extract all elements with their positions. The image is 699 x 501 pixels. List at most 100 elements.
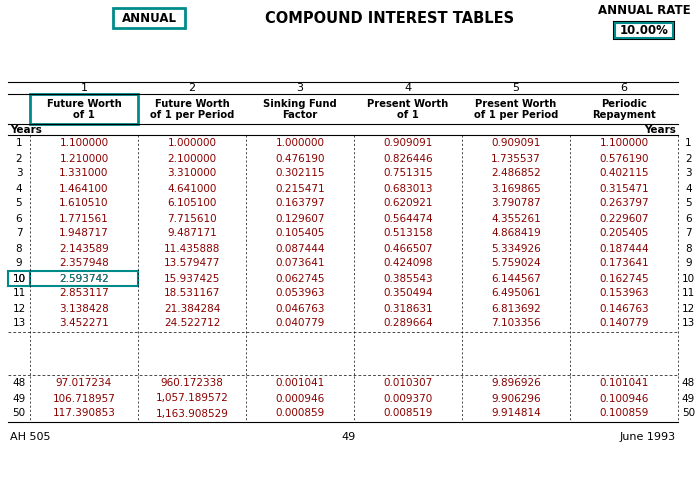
Text: 0.046763: 0.046763 — [275, 304, 325, 314]
Text: 3.790787: 3.790787 — [491, 198, 541, 208]
Text: 5.759024: 5.759024 — [491, 259, 541, 269]
Text: 0.100859: 0.100859 — [599, 408, 649, 418]
Text: 4.355261: 4.355261 — [491, 213, 541, 223]
Text: 11.435888: 11.435888 — [164, 243, 220, 254]
Text: 2.143589: 2.143589 — [59, 243, 109, 254]
Text: 18.531167: 18.531167 — [164, 289, 220, 299]
Text: Years: Years — [644, 125, 676, 135]
Text: Repayment: Repayment — [592, 110, 656, 120]
Text: 0.100946: 0.100946 — [599, 393, 649, 403]
Text: ANNUAL RATE: ANNUAL RATE — [598, 4, 691, 17]
Text: 0.073641: 0.073641 — [275, 259, 325, 269]
Text: 0.466507: 0.466507 — [383, 243, 433, 254]
Text: Future Worth: Future Worth — [47, 99, 122, 109]
Text: AH 505: AH 505 — [10, 432, 50, 442]
Text: Present Worth: Present Worth — [475, 99, 556, 109]
Text: 1: 1 — [80, 83, 87, 93]
Text: 10: 10 — [13, 274, 26, 284]
Text: 2.853117: 2.853117 — [59, 289, 109, 299]
Text: Future Worth: Future Worth — [154, 99, 229, 109]
Text: 24.522712: 24.522712 — [164, 319, 220, 329]
Text: 9.487171: 9.487171 — [167, 228, 217, 238]
Text: 10.00%: 10.00% — [619, 24, 668, 37]
Text: 6: 6 — [685, 213, 692, 223]
Text: ANNUAL: ANNUAL — [122, 12, 177, 25]
Text: 0.129607: 0.129607 — [275, 213, 325, 223]
Text: 49: 49 — [682, 393, 695, 403]
Text: 0.315471: 0.315471 — [599, 183, 649, 193]
Bar — [8, 271, 30, 286]
Text: 12: 12 — [682, 304, 695, 314]
Bar — [614, 22, 674, 39]
Text: 50: 50 — [13, 408, 26, 418]
Text: 117.390853: 117.390853 — [52, 408, 115, 418]
Text: 2.486852: 2.486852 — [491, 168, 541, 178]
Text: 1: 1 — [15, 138, 22, 148]
Text: Periodic: Periodic — [601, 99, 647, 109]
Text: 2.100000: 2.100000 — [168, 153, 217, 163]
Text: 9: 9 — [685, 259, 692, 269]
Text: 0.140779: 0.140779 — [599, 319, 649, 329]
Text: of 1 per Period: of 1 per Period — [474, 110, 559, 120]
Text: 0.751315: 0.751315 — [383, 168, 433, 178]
Text: 8: 8 — [685, 243, 692, 254]
Text: 6: 6 — [15, 213, 22, 223]
Text: 1.100000: 1.100000 — [600, 138, 649, 148]
Text: 0.053963: 0.053963 — [275, 289, 325, 299]
Text: 9.914814: 9.914814 — [491, 408, 541, 418]
Text: 1.000000: 1.000000 — [168, 138, 217, 148]
Text: Present Worth: Present Worth — [368, 99, 449, 109]
Text: 0.263797: 0.263797 — [599, 198, 649, 208]
Text: 0.476190: 0.476190 — [275, 153, 325, 163]
Text: 0.576190: 0.576190 — [599, 153, 649, 163]
Text: 3.169865: 3.169865 — [491, 183, 541, 193]
Text: 5: 5 — [15, 198, 22, 208]
Text: 2: 2 — [15, 153, 22, 163]
Text: 0.909091: 0.909091 — [491, 138, 541, 148]
Text: 1,163.908529: 1,163.908529 — [156, 408, 229, 418]
Text: 6.813692: 6.813692 — [491, 304, 541, 314]
Text: 1: 1 — [685, 138, 692, 148]
Text: 8: 8 — [15, 243, 22, 254]
Text: 1.100000: 1.100000 — [59, 138, 108, 148]
Text: 2: 2 — [189, 83, 196, 93]
Text: 0.087444: 0.087444 — [275, 243, 325, 254]
Text: of 1: of 1 — [397, 110, 419, 120]
Text: 0.402115: 0.402115 — [599, 168, 649, 178]
Text: of 1: of 1 — [73, 110, 95, 120]
Text: 0.008519: 0.008519 — [383, 408, 433, 418]
Text: 49: 49 — [13, 393, 26, 403]
Text: 9.906296: 9.906296 — [491, 393, 541, 403]
Text: 0.162745: 0.162745 — [599, 274, 649, 284]
Bar — [30, 94, 138, 124]
Text: of 1 per Period: of 1 per Period — [150, 110, 234, 120]
Text: 1.735537: 1.735537 — [491, 153, 541, 163]
Text: 0.010307: 0.010307 — [383, 378, 433, 388]
Text: 10: 10 — [682, 274, 695, 284]
Text: Sinking Fund: Sinking Fund — [263, 99, 337, 109]
Text: 5: 5 — [512, 83, 519, 93]
Text: 7: 7 — [15, 228, 22, 238]
Text: 106.718957: 106.718957 — [52, 393, 115, 403]
Text: 7.103356: 7.103356 — [491, 319, 541, 329]
Text: 97.017234: 97.017234 — [56, 378, 112, 388]
Text: 0.101041: 0.101041 — [599, 378, 649, 388]
Text: 0.424098: 0.424098 — [383, 259, 433, 269]
Text: 3.452271: 3.452271 — [59, 319, 109, 329]
Text: 11: 11 — [682, 289, 695, 299]
Text: Years: Years — [10, 125, 42, 135]
Text: Factor: Factor — [282, 110, 317, 120]
Text: 3.310000: 3.310000 — [167, 168, 217, 178]
Text: June 1993: June 1993 — [620, 432, 676, 442]
Text: 0.062745: 0.062745 — [275, 274, 325, 284]
Text: 0.229607: 0.229607 — [599, 213, 649, 223]
Text: 0.173641: 0.173641 — [599, 259, 649, 269]
Text: 50: 50 — [682, 408, 695, 418]
Text: 0.350494: 0.350494 — [383, 289, 433, 299]
Text: 0.289664: 0.289664 — [383, 319, 433, 329]
Text: 10: 10 — [13, 274, 26, 284]
Bar — [113, 8, 185, 28]
Text: 2.593742: 2.593742 — [59, 274, 109, 284]
Text: 9.896926: 9.896926 — [491, 378, 541, 388]
Text: 4.641000: 4.641000 — [167, 183, 217, 193]
